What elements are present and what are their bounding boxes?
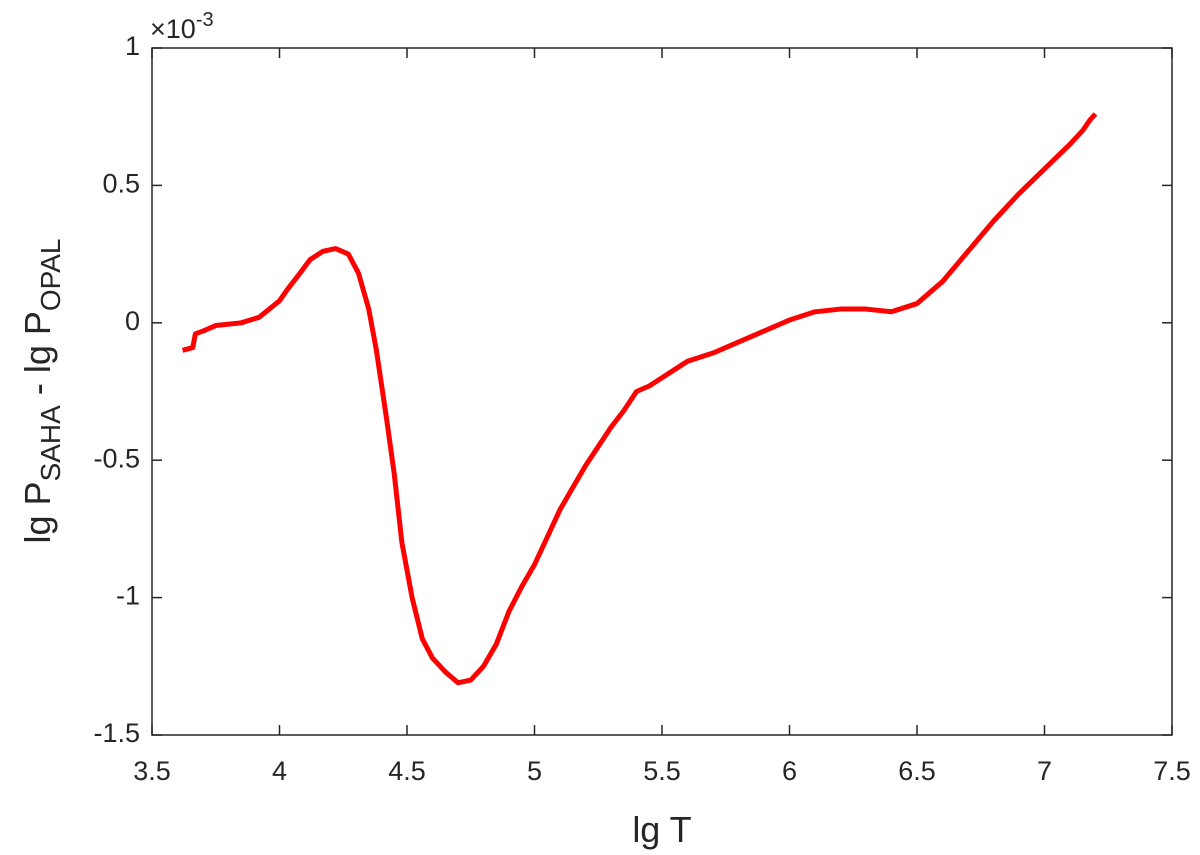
y-label-part: - lg P: [17, 311, 58, 405]
data-line: [181, 112, 1098, 686]
y-tick-label: -1.5: [93, 718, 140, 748]
x-axis-label: lg T: [632, 809, 691, 850]
x-tick-label: 7.5: [1153, 756, 1191, 786]
y-tick-label: 1: [125, 31, 140, 61]
x-tick-label: 5: [527, 756, 542, 786]
y-tick-label: -1: [116, 581, 140, 611]
x-tick-label: 4.5: [388, 756, 426, 786]
y-multiplier: ×10-3: [150, 9, 214, 44]
y-axis-label: lg PSAHA - lg POPAL: [17, 239, 66, 544]
y-tick-label: 0.5: [102, 169, 140, 199]
x-tick-label: 7: [1037, 756, 1052, 786]
y-label-sub: OPAL: [35, 239, 66, 312]
x-tick-label: 3.5: [133, 756, 171, 786]
y-tick-label: 0: [125, 306, 140, 336]
y-label-part: lg P: [17, 481, 58, 543]
multiplier-base: ×10: [150, 14, 196, 44]
y-tick-label: -0.5: [93, 443, 140, 473]
x-tick-label: 6: [782, 756, 797, 786]
x-tick-label: 4: [272, 756, 287, 786]
multiplier-exponent: -3: [196, 9, 214, 31]
x-tick-label: 6.5: [898, 756, 936, 786]
x-tick-label: 5.5: [643, 756, 681, 786]
y-label-sub: SAHA: [35, 405, 66, 482]
axes-box: [151, 47, 1173, 736]
